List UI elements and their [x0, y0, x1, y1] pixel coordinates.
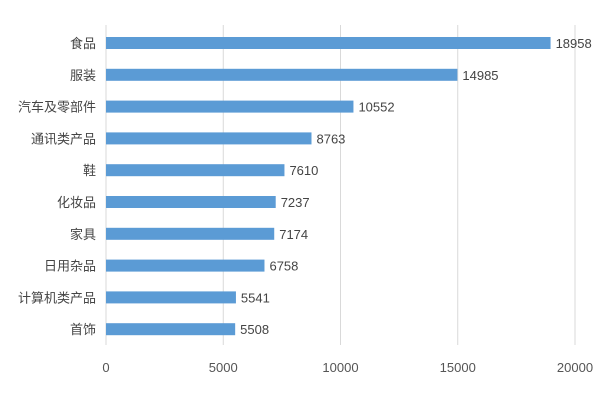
data-label: 5541: [241, 290, 270, 305]
data-label: 10552: [358, 100, 394, 115]
bars: [106, 37, 551, 336]
bar: [106, 37, 551, 49]
bar: [106, 132, 312, 145]
data-label: 8763: [316, 131, 345, 146]
bar: [106, 68, 458, 81]
x-tick-label: 0: [102, 360, 109, 375]
x-tick-label: 5000: [209, 360, 238, 375]
x-tick-labels: 0 5000 10000 15000 20000: [102, 360, 593, 375]
data-label: 14985: [462, 68, 498, 83]
x-tick-label: 10000: [322, 360, 358, 375]
data-label: 6758: [269, 259, 298, 274]
category-label: 鞋: [83, 163, 96, 179]
bar: [106, 291, 236, 304]
category-label: 化妆品: [57, 196, 96, 211]
bar: [106, 196, 276, 208]
x-tick-label: 15000: [440, 360, 476, 375]
data-labels: 18958 14985 10552 8763 7610 7237 7174 6758 5541 5…: [240, 36, 592, 337]
category-label: 日用杂品: [44, 260, 96, 275]
bar: [106, 259, 265, 272]
category-label: 计算机类产品: [18, 291, 96, 306]
data-label: 7237: [281, 195, 310, 210]
category-label: 首饰: [70, 323, 96, 338]
bar: [106, 164, 285, 177]
data-label: 7610: [289, 163, 318, 178]
category-label: 家具: [70, 227, 96, 243]
category-label: 食品: [70, 36, 96, 52]
data-label: 18958: [556, 36, 592, 51]
data-label: 5508: [240, 322, 269, 337]
bar: [106, 323, 236, 336]
bar: [106, 100, 354, 113]
bar: [106, 227, 275, 240]
category-label: 汽车及零部件: [18, 100, 96, 116]
category-label: 服装: [70, 69, 96, 84]
x-tick-label: 20000: [557, 360, 593, 375]
category-label: 通讯类产品: [31, 132, 96, 147]
data-label: 7174: [279, 227, 308, 242]
